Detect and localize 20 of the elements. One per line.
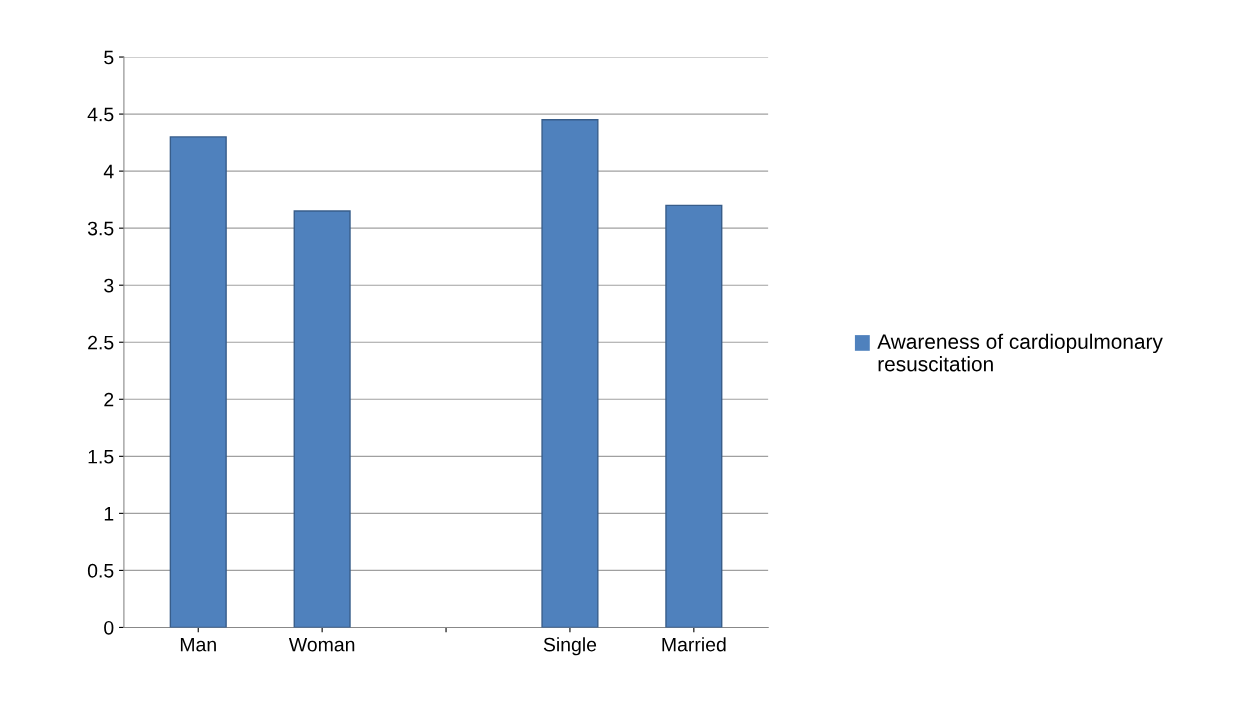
y-tick-label: 4.5 xyxy=(87,107,114,122)
y-tick-label: 0 xyxy=(104,620,114,635)
y-tick-label: 1 xyxy=(104,507,114,521)
y-tick-label: 3 xyxy=(104,278,114,293)
legend-label: Awareness of cardiopulmonary resuscitation xyxy=(877,333,1163,372)
bar xyxy=(541,119,599,628)
x-tick-label: Single xyxy=(543,637,597,656)
y-tick-label: 2 xyxy=(104,392,114,407)
y-tick-label: 5 xyxy=(104,50,114,65)
y-tick-label: 0.5 xyxy=(87,563,114,578)
bar xyxy=(665,204,723,628)
bar xyxy=(293,210,351,628)
y-tick-label: 1.5 xyxy=(88,449,114,464)
x-tick-label: Married xyxy=(662,637,726,652)
y-tick-label: 4 xyxy=(103,164,114,179)
y-tick-label: 3.5 xyxy=(87,221,114,236)
bar xyxy=(169,136,227,628)
x-tick-label: Woman xyxy=(288,637,355,652)
y-tick-label: 2.5 xyxy=(88,335,114,350)
x-tick-label: Man xyxy=(180,637,216,652)
